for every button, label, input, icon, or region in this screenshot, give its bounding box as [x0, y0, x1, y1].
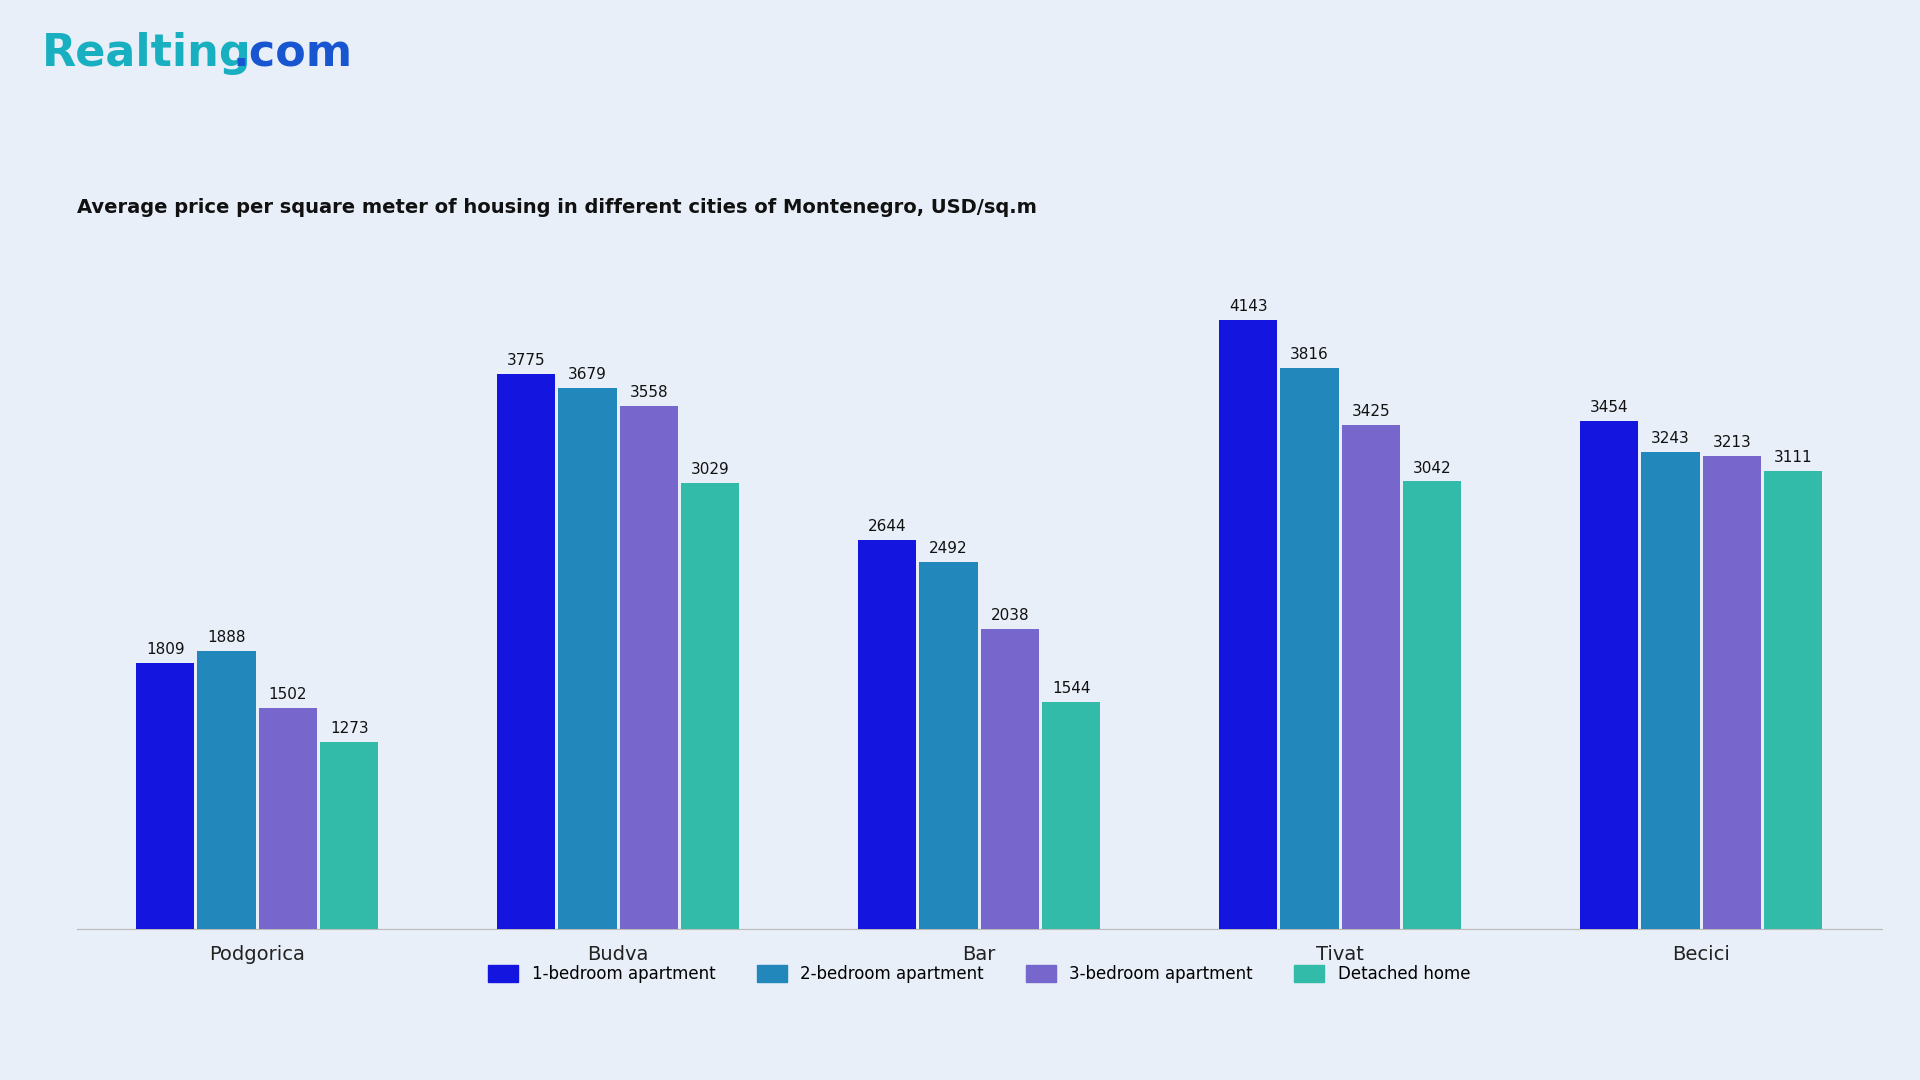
Bar [1281, 367, 1338, 929]
Text: Realting: Realting [42, 32, 252, 76]
Bar [1404, 482, 1461, 929]
Bar [981, 629, 1039, 929]
Text: 3243: 3243 [1651, 431, 1690, 446]
Text: .com: .com [232, 32, 353, 76]
Text: 1544: 1544 [1052, 680, 1091, 696]
Text: 3558: 3558 [630, 384, 668, 400]
Bar [1703, 456, 1761, 929]
Bar [559, 388, 616, 929]
Bar [1642, 451, 1699, 929]
Text: 2644: 2644 [868, 519, 906, 535]
Text: 1809: 1809 [146, 642, 184, 657]
Bar [858, 540, 916, 929]
Text: 3213: 3213 [1713, 435, 1751, 450]
Text: 1888: 1888 [207, 631, 246, 645]
Bar [198, 651, 255, 929]
Bar [259, 707, 317, 929]
Text: 3111: 3111 [1774, 450, 1812, 465]
Bar [1580, 421, 1638, 929]
Bar [1219, 320, 1277, 929]
Text: 1273: 1273 [330, 720, 369, 735]
Text: Average price per square meter of housing in different cities of Montenegro, USD: Average price per square meter of housin… [77, 198, 1037, 217]
Text: 3454: 3454 [1590, 400, 1628, 415]
Text: 1502: 1502 [269, 687, 307, 702]
Text: 3679: 3679 [568, 367, 607, 382]
Text: 3816: 3816 [1290, 347, 1329, 362]
Legend: 1-bedroom apartment, 2-bedroom apartment, 3-bedroom apartment, Detached home: 1-bedroom apartment, 2-bedroom apartment… [482, 958, 1476, 989]
Bar [1764, 471, 1822, 929]
Text: 2038: 2038 [991, 608, 1029, 623]
Bar [136, 663, 194, 929]
Text: 3029: 3029 [691, 462, 730, 477]
Text: 3425: 3425 [1352, 404, 1390, 419]
Text: 4143: 4143 [1229, 299, 1267, 313]
Bar [321, 742, 378, 929]
Bar [1043, 702, 1100, 929]
Bar [1342, 426, 1400, 929]
Text: 2492: 2492 [929, 541, 968, 556]
Text: 3775: 3775 [507, 353, 545, 368]
Bar [682, 484, 739, 929]
Bar [620, 406, 678, 929]
Bar [920, 563, 977, 929]
Bar [497, 374, 555, 929]
Text: 3042: 3042 [1413, 460, 1452, 475]
